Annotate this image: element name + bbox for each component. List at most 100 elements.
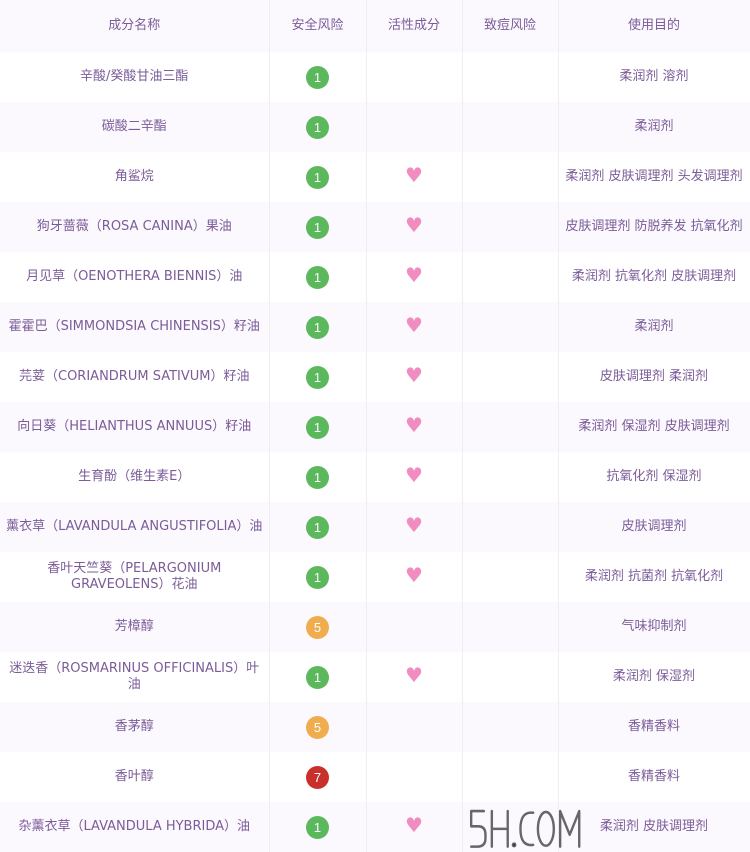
header-name: 成分名称 (0, 0, 270, 52)
risk-badge: 1 (306, 115, 329, 139)
acne-cell (462, 702, 559, 752)
risk-badge: 1 (306, 815, 329, 839)
acne-cell (462, 502, 559, 552)
heart-icon: ♥ (405, 463, 423, 487)
acne-cell (462, 252, 559, 302)
risk-badge: 1 (306, 565, 329, 589)
active-cell: ♥ (366, 202, 463, 252)
purpose: 柔润剂 (558, 102, 750, 152)
purpose: 柔润剂 抗氧化剂 皮肤调理剂 (558, 252, 750, 302)
risk-badge: 1 (306, 165, 329, 189)
safety-cell: 1 (269, 802, 367, 852)
ingredient-name: 迷迭香（ROSMARINUS OFFICINALIS）叶油 (0, 652, 270, 702)
purpose: 柔润剂 溶剂 (558, 52, 750, 102)
heart-icon: ♥ (405, 663, 423, 687)
active-cell (366, 702, 463, 752)
table-row: 生育酚（维生素E） 1 ♥ 抗氧化剂 保湿剂 (0, 452, 750, 502)
safety-cell: 1 (269, 152, 367, 202)
safety-cell: 1 (269, 652, 367, 702)
purpose: 柔润剂 皮肤调理剂 头发调理剂 (558, 152, 750, 202)
table-row: 芫荽（CORIANDRUM SATIVUM）籽油 1 ♥ 皮肤调理剂 柔润剂 (0, 352, 750, 402)
acne-cell (462, 102, 559, 152)
table-row: 碳酸二辛酯 1 柔润剂 (0, 102, 750, 152)
ingredient-name: 月见草（OENOTHERA BIENNIS）油 (0, 252, 270, 302)
acne-cell (462, 752, 559, 802)
safety-cell: 1 (269, 52, 367, 102)
risk-badge: 1 (306, 665, 329, 689)
purpose: 香精香料 (558, 702, 750, 752)
heart-icon: ♥ (405, 563, 423, 587)
safety-cell: 5 (269, 702, 367, 752)
ingredient-name: 香叶天竺葵（PELARGONIUM GRAVEOLENS）花油 (0, 552, 270, 602)
table-row: 狗牙蔷薇（ROSA CANINA）果油 1 ♥ 皮肤调理剂 防脱养发 抗氧化剂 (0, 202, 750, 252)
risk-badge: 1 (306, 65, 329, 89)
purpose: 香精香料 (558, 752, 750, 802)
safety-cell: 1 (269, 552, 367, 602)
active-cell: ♥ (366, 552, 463, 602)
active-cell (366, 752, 463, 802)
active-cell (366, 102, 463, 152)
heart-icon: ♥ (405, 313, 423, 337)
purpose: 气味抑制剂 (558, 602, 750, 652)
table-row: 香叶天竺葵（PELARGONIUM GRAVEOLENS）花油 1 ♥ 柔润剂 … (0, 552, 750, 602)
ingredient-name: 杂薰衣草（LAVANDULA HYBRIDA）油 (0, 802, 270, 852)
acne-cell (462, 652, 559, 702)
heart-icon: ♥ (405, 163, 423, 187)
risk-badge: 5 (306, 615, 329, 639)
header-purpose: 使用目的 (558, 0, 750, 52)
ingredient-name: 狗牙蔷薇（ROSA CANINA）果油 (0, 202, 270, 252)
safety-cell: 1 (269, 102, 367, 152)
active-cell: ♥ (366, 402, 463, 452)
heart-icon: ♥ (405, 213, 423, 237)
safety-cell: 1 (269, 452, 367, 502)
ingredient-name: 薰衣草（LAVANDULA ANGUSTIFOLIA）油 (0, 502, 270, 552)
table-row: 霍霍巴（SIMMONDSIA CHINENSIS）籽油 1 ♥ 柔润剂 (0, 302, 750, 352)
active-cell: ♥ (366, 152, 463, 202)
risk-badge: 1 (306, 315, 329, 339)
risk-badge: 7 (306, 765, 329, 789)
safety-cell: 1 (269, 252, 367, 302)
acne-cell (462, 52, 559, 102)
acne-cell (462, 552, 559, 602)
active-cell: ♥ (366, 352, 463, 402)
risk-badge: 5 (306, 715, 329, 739)
acne-cell (462, 602, 559, 652)
ingredient-name: 角鲨烷 (0, 152, 270, 202)
heart-icon: ♥ (405, 513, 423, 537)
table-row: 迷迭香（ROSMARINUS OFFICINALIS）叶油 1 ♥ 柔润剂 保湿… (0, 652, 750, 702)
active-cell: ♥ (366, 302, 463, 352)
heart-icon: ♥ (405, 363, 423, 387)
active-cell: ♥ (366, 652, 463, 702)
header-acne: 致痘风险 (462, 0, 559, 52)
ingredient-name: 香叶醇 (0, 752, 270, 802)
table-row: 香茅醇 5 香精香料 (0, 702, 750, 752)
risk-badge: 1 (306, 365, 329, 389)
ingredient-name: 芫荽（CORIANDRUM SATIVUM）籽油 (0, 352, 270, 402)
purpose: 柔润剂 (558, 302, 750, 352)
header-active: 活性成分 (366, 0, 463, 52)
table-row: 芳樟醇 5 气味抑制剂 (0, 602, 750, 652)
purpose: 皮肤调理剂 (558, 502, 750, 552)
purpose: 皮肤调理剂 防脱养发 抗氧化剂 (558, 202, 750, 252)
safety-cell: 1 (269, 302, 367, 352)
table-row: 杂薰衣草（LAVANDULA HYBRIDA）油 1 ♥ 柔润剂 皮肤调理剂 (0, 802, 750, 852)
table-row: 香叶醇 7 香精香料 (0, 752, 750, 802)
ingredient-name: 霍霍巴（SIMMONDSIA CHINENSIS）籽油 (0, 302, 270, 352)
table-row: 月见草（OENOTHERA BIENNIS）油 1 ♥ 柔润剂 抗氧化剂 皮肤调… (0, 252, 750, 302)
acne-cell (462, 202, 559, 252)
safety-cell: 7 (269, 752, 367, 802)
active-cell: ♥ (366, 252, 463, 302)
acne-cell (462, 452, 559, 502)
ingredient-name: 香茅醇 (0, 702, 270, 752)
active-cell: ♥ (366, 802, 463, 852)
heart-icon: ♥ (405, 413, 423, 437)
heart-icon: ♥ (405, 263, 423, 287)
active-cell (366, 602, 463, 652)
active-cell: ♥ (366, 502, 463, 552)
safety-cell: 1 (269, 352, 367, 402)
ingredient-name: 芳樟醇 (0, 602, 270, 652)
header-safety: 安全风险 (269, 0, 367, 52)
table-row: 薰衣草（LAVANDULA ANGUSTIFOLIA）油 1 ♥ 皮肤调理剂 (0, 502, 750, 552)
purpose: 柔润剂 保湿剂 皮肤调理剂 (558, 402, 750, 452)
